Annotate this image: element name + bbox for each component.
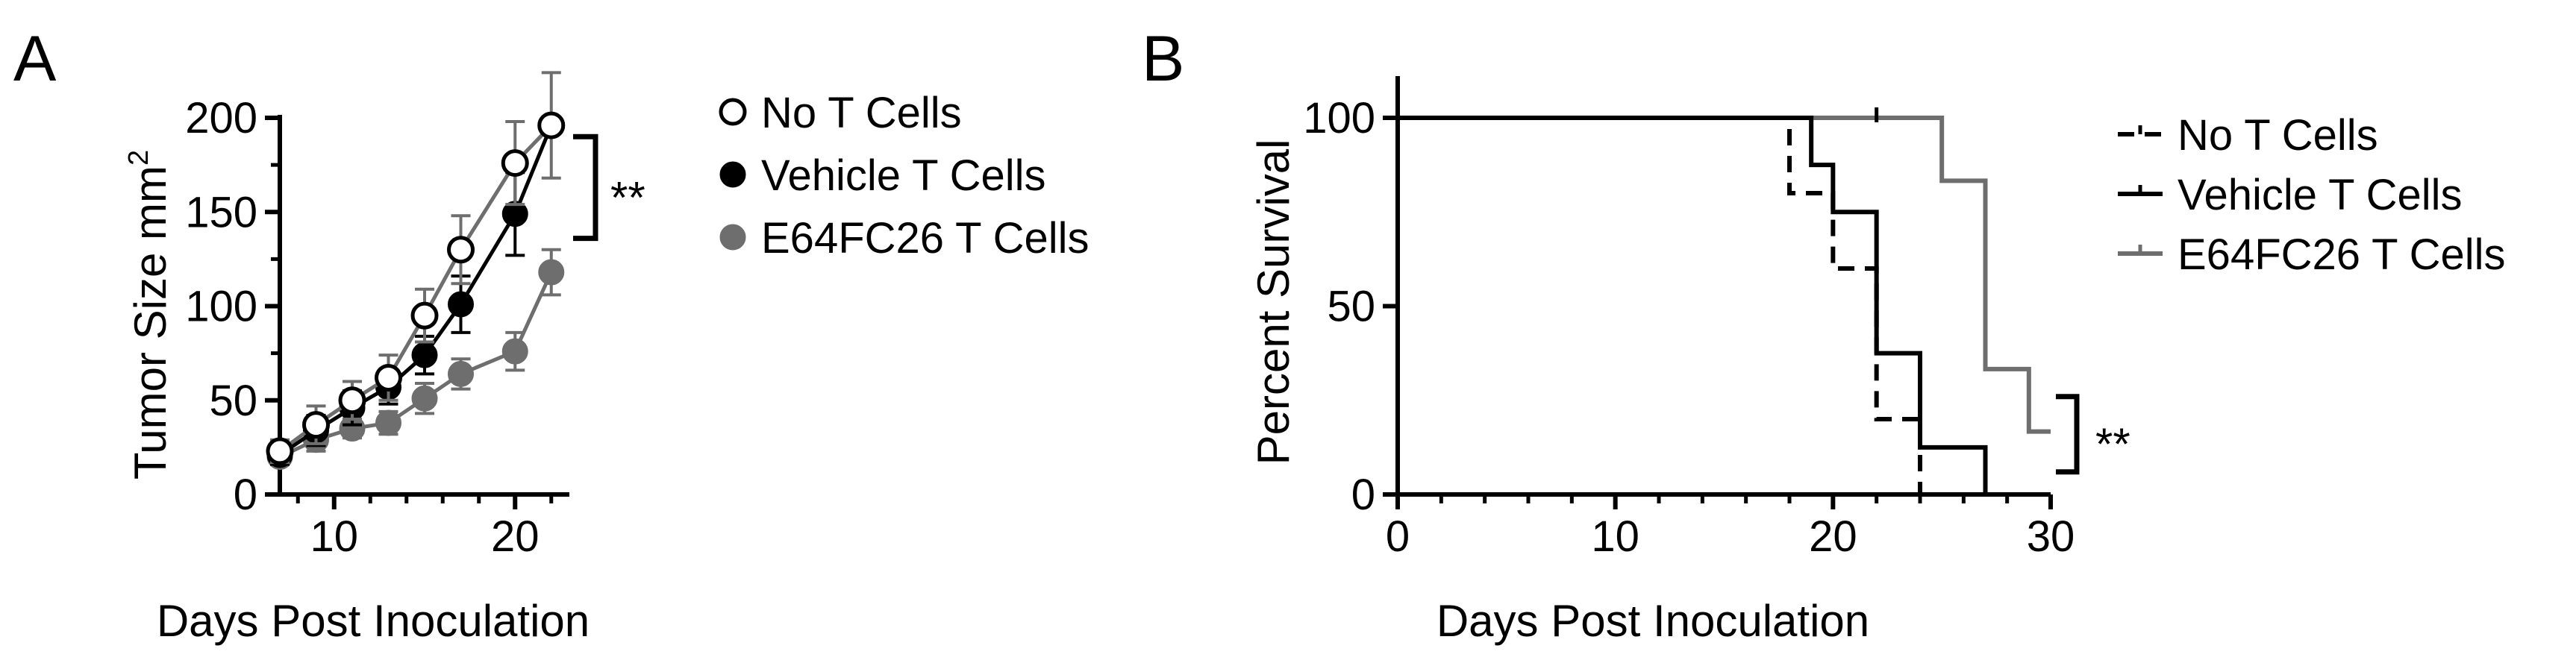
panel-label-b: B xyxy=(1142,23,1184,95)
survival-step-curve xyxy=(1398,116,1988,494)
survival-legend: No T Cells Vehicle T Cells E64FC26 T Cells xyxy=(2118,111,2506,279)
tumor-size-significance: ** xyxy=(573,133,645,242)
survival-chart: 0 50 100 0 10 20 30 Days Post Inoculation Perc… xyxy=(1248,76,2506,646)
survival-step-curve xyxy=(1398,116,2051,434)
survival-significance-label: ** xyxy=(2095,419,2130,469)
tumor-size-point xyxy=(266,437,294,465)
tumor-size-legend-label: E64FC26 T Cells xyxy=(761,214,1090,263)
tumor-size-legend-label: Vehicle T Cells xyxy=(761,151,1046,200)
tumor-size-legend: No T Cells Vehicle T Cells E64FC26 T Cells xyxy=(719,89,1090,263)
survival-series-2 xyxy=(1398,116,1988,494)
tumor-size-point xyxy=(448,291,474,318)
tumor-size-chart: 0 50 100 150 200 10 20 Days Post Inoculation T… xyxy=(123,71,1090,646)
survival-significance: ** xyxy=(2056,394,2130,475)
tumor-size-x-tick-label: 10 xyxy=(310,512,358,561)
survival-legend-label: E64FC26 T Cells xyxy=(2178,230,2506,279)
tumor-size-point xyxy=(448,360,474,387)
survival-x-tick-label: 30 xyxy=(2027,512,2075,561)
tumor-size-point xyxy=(411,342,438,368)
survival-step-curve xyxy=(1398,116,1922,494)
tumor-size-x-tick-label: 20 xyxy=(491,512,540,561)
tumor-size-point xyxy=(537,111,566,139)
tumor-size-y-tick-label: 200 xyxy=(185,94,257,142)
panel-label-a: A xyxy=(13,23,57,95)
tumor-size-legend-label: No T Cells xyxy=(761,89,962,137)
survival-x-tick-label: 0 xyxy=(1386,512,1410,561)
tumor-size-point xyxy=(375,409,401,436)
tumor-size-y-axis-label: Tumor Size mm2 xyxy=(123,150,175,480)
tumor-size-y-axis-label-superscript: 2 xyxy=(123,150,154,166)
tumor-size-y-tick-label: 150 xyxy=(185,188,257,236)
survival-series-1 xyxy=(1398,116,1922,494)
tumor-size-point xyxy=(375,363,402,392)
tumor-size-point xyxy=(501,149,529,178)
tumor-size-point xyxy=(338,386,366,415)
tumor-size-legend-marker xyxy=(719,224,746,251)
survival-x-tick-label: 20 xyxy=(1809,512,1857,561)
survival-x-axis-label: Days Post Inoculation xyxy=(1437,596,1869,646)
tumor-size-point xyxy=(447,236,475,264)
survival-significance-bracket xyxy=(2056,394,2080,475)
tumor-size-point xyxy=(302,411,330,439)
tumor-size-series-1 xyxy=(266,71,566,465)
survival-legend-label: Vehicle T Cells xyxy=(2178,171,2463,219)
survival-axes: 0 50 100 0 10 20 30 xyxy=(1303,76,2075,561)
survival-series-3 xyxy=(1398,116,2051,434)
tumor-size-x-axis-label: Days Post Inoculation xyxy=(157,596,590,646)
survival-y-tick-label: 0 xyxy=(1351,471,1375,519)
survival-series xyxy=(1398,107,2051,494)
tumor-size-significance-label: ** xyxy=(610,172,645,222)
tumor-size-point xyxy=(411,385,438,412)
tumor-size-legend-marker xyxy=(719,98,747,126)
survival-legend-label: No T Cells xyxy=(2178,111,2378,160)
tumor-size-point xyxy=(410,301,439,330)
tumor-size-y-tick-label: 100 xyxy=(185,283,257,331)
tumor-size-y-axis-label-text: Tumor Size mm xyxy=(125,166,175,480)
tumor-size-significance-bracket xyxy=(573,133,598,242)
tumor-size-y-tick-label: 0 xyxy=(234,471,257,519)
tumor-size-point xyxy=(538,259,565,286)
survival-y-axis-label: Percent Survival xyxy=(1248,139,1298,465)
tumor-size-point xyxy=(501,338,528,365)
tumor-size-series xyxy=(266,71,566,470)
survival-y-tick-label: 50 xyxy=(1327,283,1375,331)
tumor-size-legend-marker xyxy=(719,161,746,188)
survival-x-tick-label: 10 xyxy=(1591,512,1639,561)
survival-y-tick-label: 100 xyxy=(1303,94,1375,142)
tumor-size-y-tick-label: 50 xyxy=(209,377,257,425)
